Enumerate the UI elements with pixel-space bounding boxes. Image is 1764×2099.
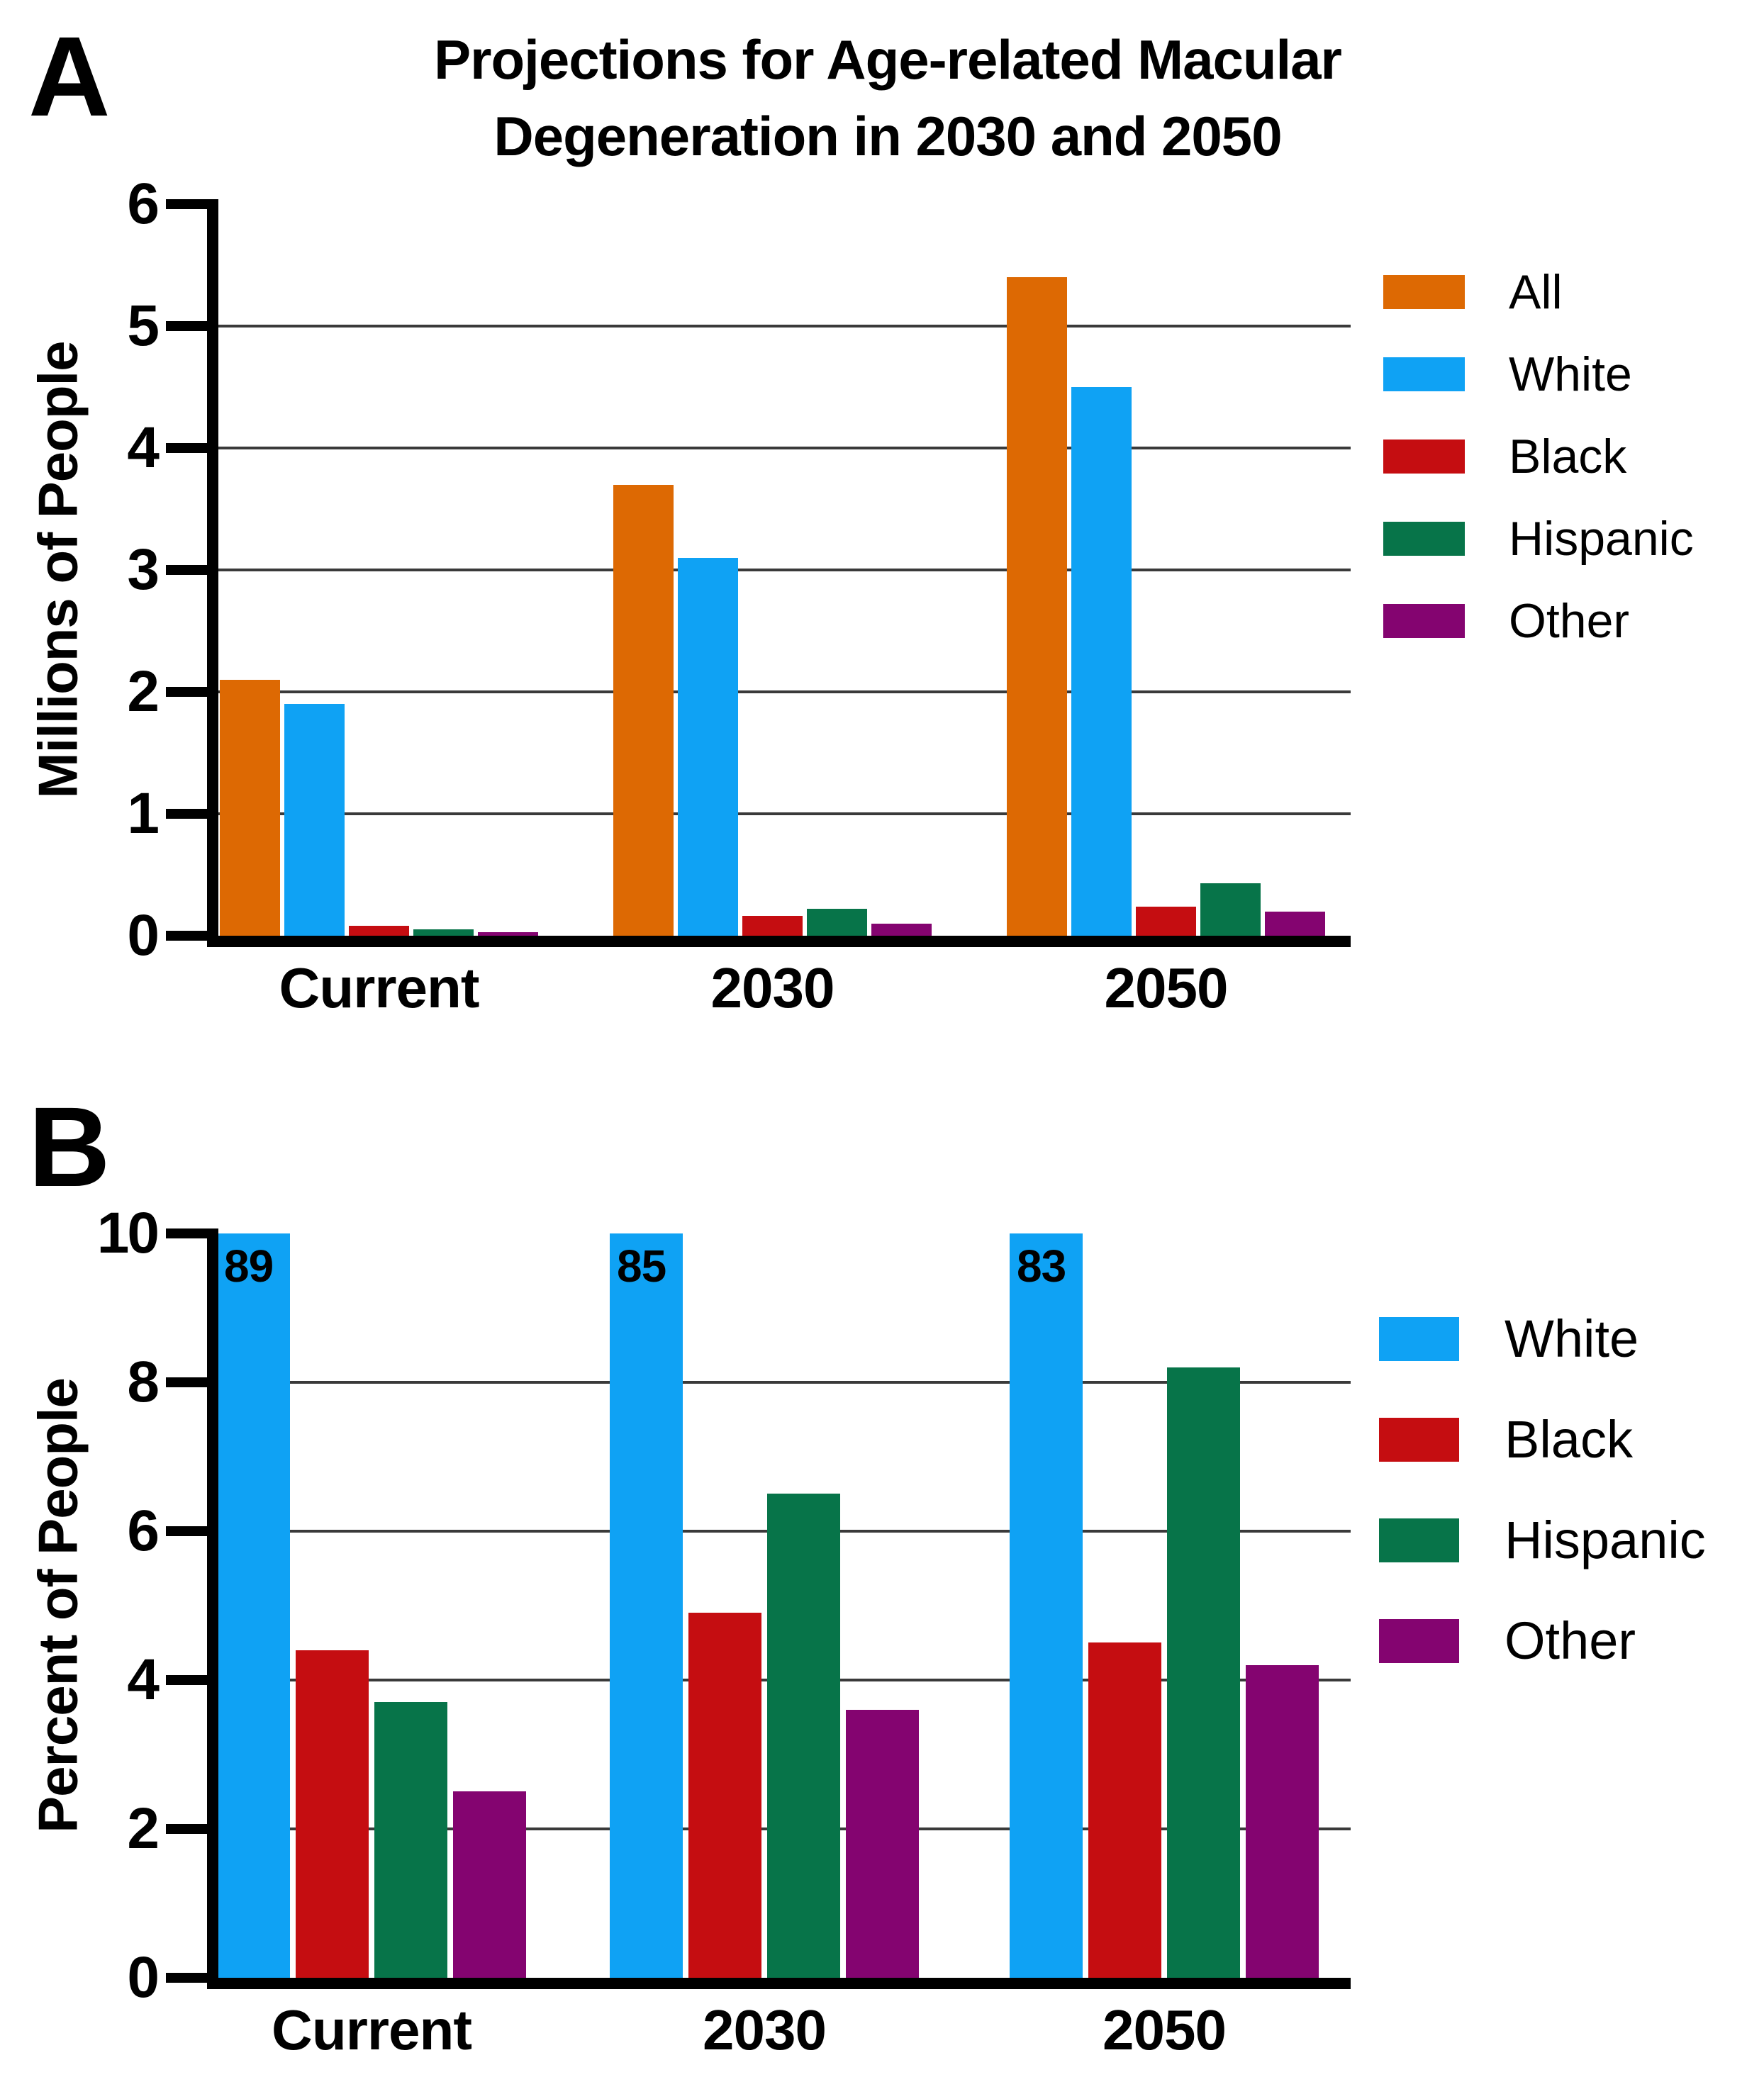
chart-title: Projections for Age-related Macular Dege…: [434, 21, 1342, 174]
y-tick-label-b-6: 6: [127, 1499, 160, 1563]
y-tick-a-6: [166, 199, 207, 209]
bar-a-current-white: [284, 704, 345, 936]
x-category-label-b-2030: 2030: [703, 1998, 827, 2061]
legend-label-b-hispanic: Hispanic: [1505, 1511, 1706, 1569]
x-axis-line-a: [207, 936, 1351, 947]
bar-b-2050-other: [1246, 1665, 1319, 1978]
y-tick-a-5: [166, 321, 207, 331]
bar-a-2030-black: [742, 916, 803, 936]
y-tick-a-2: [166, 687, 207, 697]
legend-swatch-a-other: [1383, 604, 1465, 638]
bar-a-2050-other: [1265, 912, 1325, 936]
bar-a-2050-white: [1071, 387, 1132, 936]
bar-b-2050-white: [1010, 1233, 1083, 1978]
y-tick-a-1: [166, 809, 207, 819]
gridline-b-8: [218, 1381, 1351, 1384]
gridline-a-2: [218, 690, 1351, 693]
chart-title-line1: Projections for Age-related Macular: [434, 28, 1342, 91]
bar-a-current-black: [349, 926, 409, 936]
bar-a-2030-all: [613, 485, 674, 936]
y-tick-label-b-4: 4: [127, 1647, 160, 1712]
bar-b-current-white: [217, 1233, 290, 1978]
legend-swatch-b-hispanic: [1379, 1518, 1459, 1562]
legend-swatch-b-other: [1379, 1619, 1459, 1663]
legend-label-a-all: All: [1509, 265, 1563, 319]
legend-label-b-other: Other: [1505, 1611, 1636, 1670]
legend-label-a-white: White: [1509, 347, 1632, 401]
bar-a-2030-hispanic: [807, 909, 867, 936]
bar-a-current-other: [478, 932, 538, 936]
bar-value-label-b-2050: 83: [1017, 1241, 1066, 1292]
y-tick-b-6: [166, 1526, 207, 1536]
bar-value-label-b-2030: 85: [617, 1241, 666, 1292]
legend-swatch-b-white: [1379, 1317, 1459, 1361]
bar-b-current-black: [296, 1650, 369, 1978]
x-category-label-a-2030: 2030: [710, 956, 835, 1019]
y-tick-a-3: [166, 565, 207, 575]
gridline-a-4: [218, 447, 1351, 449]
legend-label-b-white: White: [1505, 1309, 1639, 1368]
y-axis-line-b: [207, 1228, 218, 1989]
bar-a-2030-white: [678, 558, 738, 936]
legend-swatch-a-white: [1383, 357, 1465, 391]
y-tick-b-0: [166, 1973, 207, 1983]
bar-a-current-hispanic: [413, 929, 474, 936]
y-tick-label-b-8: 8: [127, 1350, 160, 1414]
bar-a-current-all: [220, 680, 280, 936]
bar-b-current-other: [453, 1791, 526, 1978]
bar-b-2050-hispanic: [1167, 1367, 1240, 1978]
legend-label-b-black: Black: [1505, 1410, 1633, 1469]
bar-b-2030-other: [846, 1710, 919, 1978]
y-tick-label-a-6: 6: [127, 172, 160, 236]
legend-swatch-a-black: [1383, 440, 1465, 474]
x-axis-line-b: [207, 1978, 1351, 1989]
bar-b-current-hispanic: [374, 1702, 447, 1978]
panel-a-letter: A: [28, 13, 111, 140]
y-tick-label-a-5: 5: [127, 293, 160, 358]
legend-label-a-black: Black: [1509, 430, 1627, 483]
bar-b-2030-white: [610, 1233, 683, 1978]
bar-a-2030-other: [871, 924, 932, 936]
y-tick-b-8: [166, 1377, 207, 1387]
bar-a-2050-black: [1136, 907, 1196, 936]
y-tick-label-a-2: 2: [127, 659, 160, 724]
y-tick-b-10: [166, 1228, 207, 1238]
bar-a-2050-all: [1007, 277, 1067, 936]
y-tick-b-4: [166, 1675, 207, 1685]
gridline-a-1: [218, 812, 1351, 815]
y-tick-label-a-3: 3: [127, 537, 160, 602]
legend-label-a-other: Other: [1509, 594, 1630, 648]
legend-label-a-hispanic: Hispanic: [1509, 512, 1694, 566]
y-tick-label-b-10: 10: [96, 1201, 160, 1265]
y-axis-line-a: [207, 199, 218, 947]
panel-b-letter: B: [28, 1083, 111, 1210]
legend-swatch-b-black: [1379, 1418, 1459, 1462]
bar-b-2050-black: [1088, 1642, 1161, 1978]
bar-value-label-b-current: 89: [224, 1241, 274, 1292]
legend-swatch-a-all: [1383, 275, 1465, 309]
x-category-label-a-2050: 2050: [1104, 956, 1229, 1019]
y-tick-b-2: [166, 1824, 207, 1834]
chart-title-line2: Degeneration in 2030 and 2050: [493, 105, 1282, 167]
y-tick-label-a-4: 4: [127, 415, 160, 480]
x-category-label-b-2050: 2050: [1102, 1998, 1227, 2061]
gridline-a-3: [218, 569, 1351, 571]
y-tick-a-4: [166, 443, 207, 453]
y-tick-label-b-0: 0: [127, 1945, 160, 2010]
bar-b-2030-hispanic: [767, 1494, 840, 1978]
y-tick-label-a-1: 1: [127, 781, 160, 846]
y-tick-a-0: [166, 931, 207, 941]
bar-b-2030-black: [688, 1613, 761, 1978]
x-category-label-a-current: Current: [279, 956, 480, 1019]
panel-b-y-axis-title: Percent of People: [26, 1378, 89, 1833]
legend-swatch-a-hispanic: [1383, 522, 1465, 556]
y-tick-label-b-2: 2: [127, 1796, 160, 1861]
x-category-label-b-current: Current: [272, 1998, 472, 2061]
y-tick-label-a-0: 0: [127, 903, 160, 968]
bar-a-2050-hispanic: [1200, 883, 1261, 936]
gridline-a-5: [218, 325, 1351, 328]
